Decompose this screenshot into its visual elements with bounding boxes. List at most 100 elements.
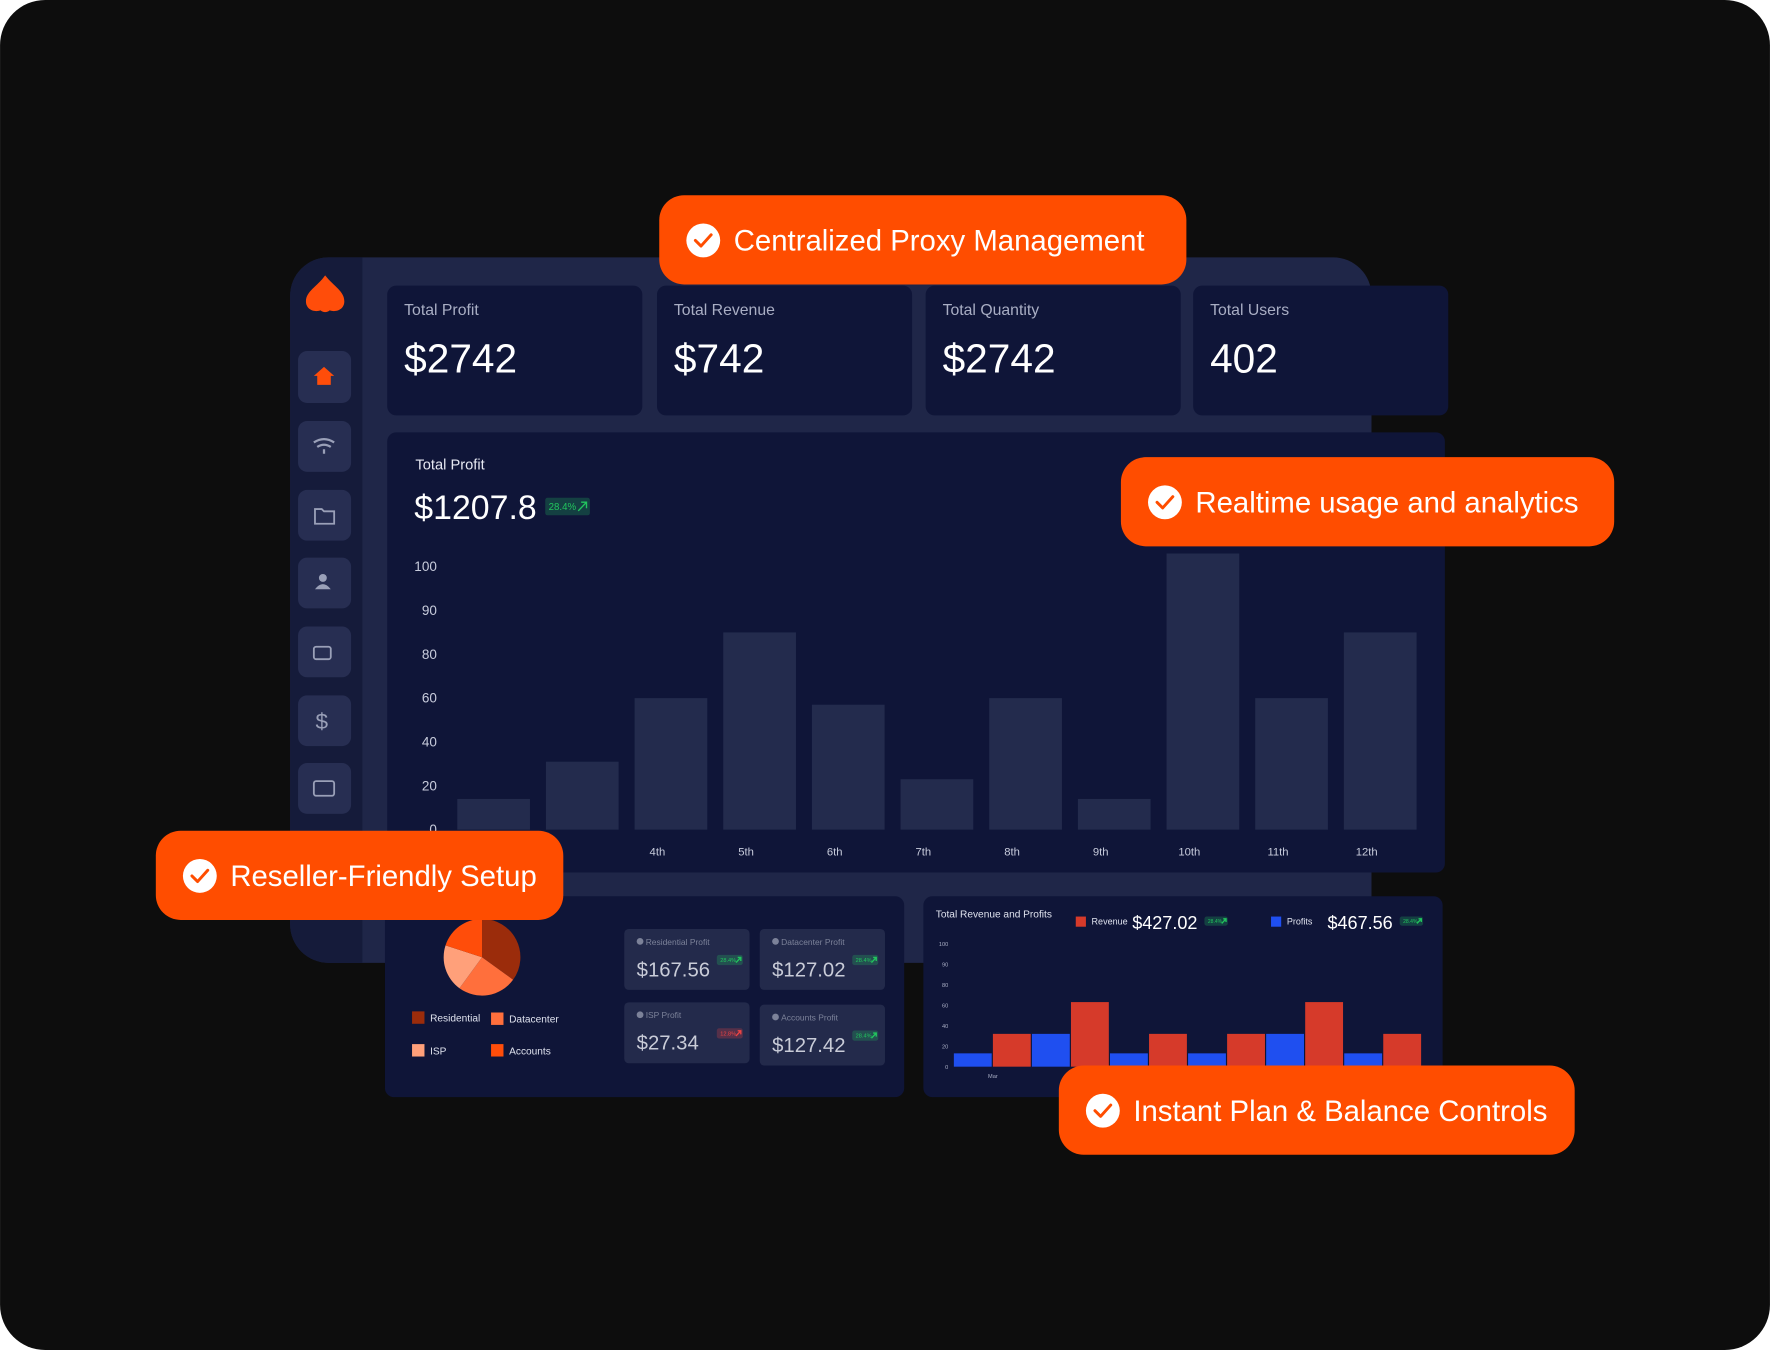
y-tick-label: 90 xyxy=(422,603,437,618)
nav-upload[interactable] xyxy=(298,763,352,814)
profit-card xyxy=(759,1004,885,1066)
callout-pill xyxy=(659,195,1187,285)
trend-arrow xyxy=(870,1032,877,1039)
stat-value: 402 xyxy=(1210,335,1278,381)
trend-arrow xyxy=(735,956,742,964)
cloud-icon xyxy=(772,1013,779,1021)
change-value: 28.4% xyxy=(1208,919,1223,925)
callout-text: Reseller-Friendly Setup xyxy=(230,860,536,893)
stat-value: $2742 xyxy=(404,335,517,381)
bar xyxy=(545,761,619,830)
profit-label: ISP Profit xyxy=(646,1010,682,1020)
stat-label: Total Quantity xyxy=(943,302,1040,319)
bar xyxy=(1031,1033,1070,1067)
trend-arrow xyxy=(870,956,877,964)
callout-pill xyxy=(1120,457,1615,547)
bar xyxy=(989,698,1062,830)
x-tick-label: 5th xyxy=(738,847,754,859)
bar xyxy=(1344,1053,1383,1067)
y-tick-label: 0 xyxy=(429,822,437,837)
y-tick-label: 20 xyxy=(942,1044,948,1050)
x-tick-label: Mar xyxy=(988,1074,998,1080)
cloud-icon xyxy=(636,1011,644,1019)
change-value: 28.4% xyxy=(856,958,872,964)
nav-billing[interactable] xyxy=(298,695,352,747)
profit-card xyxy=(759,928,885,990)
chart-total: $1207.8 xyxy=(414,489,536,527)
profit-label: Accounts Profit xyxy=(781,1012,838,1022)
bar xyxy=(1266,1033,1305,1067)
bar xyxy=(1343,632,1417,830)
dollar-icon: $ xyxy=(315,709,328,734)
profit-value: $127.42 xyxy=(772,1035,845,1057)
check-circle xyxy=(1085,1093,1120,1128)
check-mark xyxy=(1093,1103,1113,1118)
check-circle xyxy=(686,223,721,258)
callout-text: Realtime usage and analytics xyxy=(1195,486,1578,519)
nav-orders[interactable] xyxy=(298,626,352,678)
legend-swatch xyxy=(1271,916,1282,927)
upload-icon xyxy=(312,780,336,797)
user-icon xyxy=(318,573,327,582)
pie-slice xyxy=(459,957,514,996)
callout-pill xyxy=(155,830,564,920)
legend-swatch xyxy=(412,1011,425,1024)
bar xyxy=(1070,1002,1109,1067)
pie-slice xyxy=(482,918,521,980)
callout-pill xyxy=(1058,1065,1575,1155)
pie-slice xyxy=(445,918,483,958)
logo[interactable] xyxy=(305,275,345,313)
bar xyxy=(1255,698,1328,830)
x-tick-label: 11th xyxy=(1267,847,1288,859)
legend-label: Datacenter xyxy=(509,1015,559,1026)
legend-label: ISP xyxy=(430,1046,447,1057)
content: Total Profit $2742 Total Revenue $742 Total … xyxy=(387,285,1449,1080)
bar xyxy=(811,704,885,830)
callout-text: Centralized Proxy Management xyxy=(734,225,1145,258)
cloud-icon xyxy=(772,938,779,945)
x-tick-label: 12th xyxy=(1356,847,1378,859)
profit-card xyxy=(624,928,750,990)
legend-name: Profits xyxy=(1287,916,1313,926)
nav-folder[interactable] xyxy=(298,489,352,541)
trend-arrow xyxy=(577,501,588,512)
nav-users[interactable] xyxy=(298,557,352,609)
profit-label: Residential Profit xyxy=(646,937,711,947)
stat-value: $2742 xyxy=(943,335,1056,381)
check-mark xyxy=(693,233,713,248)
profit-value: $127.02 xyxy=(772,959,845,981)
y-tick-label: 80 xyxy=(422,647,437,662)
change-value: 28.4% xyxy=(856,1034,872,1040)
profit-value: $27.34 xyxy=(637,1033,699,1055)
stat-label: Total Users xyxy=(1210,302,1289,319)
stat-value: $742 xyxy=(674,335,764,381)
callout-text: Instant Plan & Balance Controls xyxy=(1133,1095,1547,1128)
home-icon xyxy=(313,366,335,385)
trend-arrow xyxy=(1221,918,1227,924)
x-tick-label: 7th xyxy=(916,847,932,859)
stat-label: Total Profit xyxy=(404,302,479,319)
x-tick-label: 10th xyxy=(1178,847,1200,859)
legend-label: Accounts xyxy=(509,1046,551,1057)
folder-icon xyxy=(314,508,336,525)
legend-swatch xyxy=(491,1012,504,1025)
bar xyxy=(457,798,530,830)
bar xyxy=(900,779,974,830)
check-circle xyxy=(1148,485,1182,520)
stat-card xyxy=(1193,285,1449,416)
check-mark xyxy=(1155,495,1175,510)
y-tick-label: 60 xyxy=(422,691,437,706)
y-tick-label: 80 xyxy=(942,983,948,989)
pie-slice xyxy=(443,945,483,989)
callouts: Centralized Proxy Management Realtime usa… xyxy=(155,195,1615,1155)
x-tick-label: 6th xyxy=(827,847,843,859)
trend-arrow xyxy=(735,1030,742,1037)
y-tick-label: 90 xyxy=(942,962,948,968)
y-tick-label: 100 xyxy=(939,942,948,948)
bar xyxy=(1110,1053,1148,1067)
nav-proxies[interactable] xyxy=(298,421,352,472)
profit-card xyxy=(624,1002,750,1064)
stat-card xyxy=(925,285,1181,416)
profit-label: Datacenter Profit xyxy=(781,937,845,947)
